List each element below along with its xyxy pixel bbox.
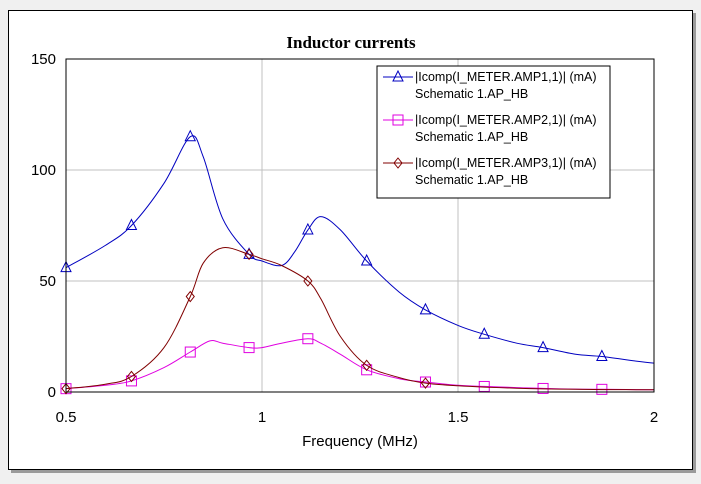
- series-line: [65, 338, 655, 391]
- data-point: [596, 349, 608, 361]
- legend: |Icomp(I_METER.AMP1,1)| (mA) Schematic 1.…: [376, 65, 611, 199]
- legend-series-source: Schematic 1.AP_HB: [415, 130, 528, 144]
- series-line: [65, 246, 655, 391]
- data-point: [537, 340, 549, 353]
- y-tick-label: 50: [39, 273, 56, 290]
- data-point: [184, 129, 197, 142]
- chart-title: Inductor currents: [286, 33, 416, 52]
- x-tick-label: 2: [650, 409, 658, 426]
- x-tick-label: 1.5: [448, 409, 469, 426]
- data-point: [243, 342, 255, 354]
- legend-series-source: Schematic 1.AP_HB: [415, 87, 528, 101]
- chart-window: Inductor currents 0.5 1 1.5 2 0 50 100 150 Freq…: [8, 10, 693, 470]
- data-point: [419, 302, 432, 315]
- legend-series-name: |Icomp(I_METER.AMP1,1)| (mA): [415, 70, 597, 84]
- plot-border: [65, 58, 655, 393]
- legend-box: [376, 65, 611, 199]
- data-point: [302, 333, 314, 345]
- y-tick-label: 100: [31, 162, 56, 179]
- series-3: [61, 246, 655, 395]
- data-point: [478, 327, 491, 339]
- legend-series-name: |Icomp(I_METER.AMP3,1)| (mA): [415, 156, 597, 170]
- series-layer: [60, 129, 655, 395]
- legend-entry-3: |Icomp(I_METER.AMP3,1)| (mA) Schematic 1.…: [383, 156, 597, 187]
- legend-entry-1: |Icomp(I_METER.AMP1,1)| (mA) Schematic 1.…: [383, 69, 597, 101]
- legend-entry-2: |Icomp(I_METER.AMP2,1)| (mA) Schematic 1.…: [383, 113, 597, 144]
- x-tick-label: 0.5: [56, 409, 77, 426]
- data-point: [61, 382, 71, 395]
- legend-marker: [392, 114, 404, 126]
- chart: Inductor currents 0.5 1 1.5 2 0 50 100 150 Freq…: [31, 33, 658, 450]
- x-axis-label: Frequency (MHz): [302, 433, 418, 450]
- data-point: [125, 375, 137, 387]
- data-point: [362, 359, 372, 372]
- legend-series-name: |Icomp(I_METER.AMP2,1)| (mA): [415, 113, 597, 127]
- data-point: [126, 370, 137, 383]
- data-point: [184, 346, 196, 358]
- data-point: [125, 218, 138, 230]
- data-point: [360, 253, 373, 266]
- legend-marker: [392, 69, 404, 82]
- y-tick-label: 0: [48, 384, 56, 401]
- data-point: [185, 290, 195, 303]
- y-tick-label: 150: [31, 51, 56, 68]
- data-point: [303, 275, 313, 287]
- series-1: [60, 129, 655, 364]
- data-point: [302, 222, 314, 235]
- series-line: [65, 135, 655, 364]
- legend-marker: [393, 157, 403, 169]
- x-tick-label: 1: [258, 409, 266, 426]
- legend-series-source: Schematic 1.AP_HB: [415, 173, 528, 187]
- data-point: [244, 248, 254, 261]
- data-point: [420, 377, 431, 389]
- tick-labels: 0.5 1 1.5 2 0 50 100 150: [31, 51, 658, 426]
